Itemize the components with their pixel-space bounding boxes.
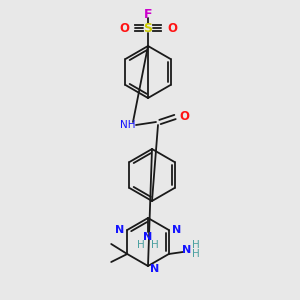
- Text: S: S: [143, 22, 152, 34]
- Text: NH: NH: [120, 120, 136, 130]
- Text: N: N: [182, 245, 191, 255]
- Text: F: F: [144, 8, 152, 22]
- Text: H: H: [151, 240, 159, 250]
- Text: H: H: [137, 240, 145, 250]
- Text: O: O: [179, 110, 189, 124]
- Text: H: H: [192, 240, 200, 250]
- Text: O: O: [167, 22, 177, 34]
- Text: O: O: [119, 22, 129, 34]
- Text: N: N: [172, 225, 182, 235]
- Text: N: N: [143, 232, 153, 242]
- Text: N: N: [115, 225, 124, 235]
- Text: H: H: [192, 249, 200, 259]
- Text: N: N: [150, 264, 160, 274]
